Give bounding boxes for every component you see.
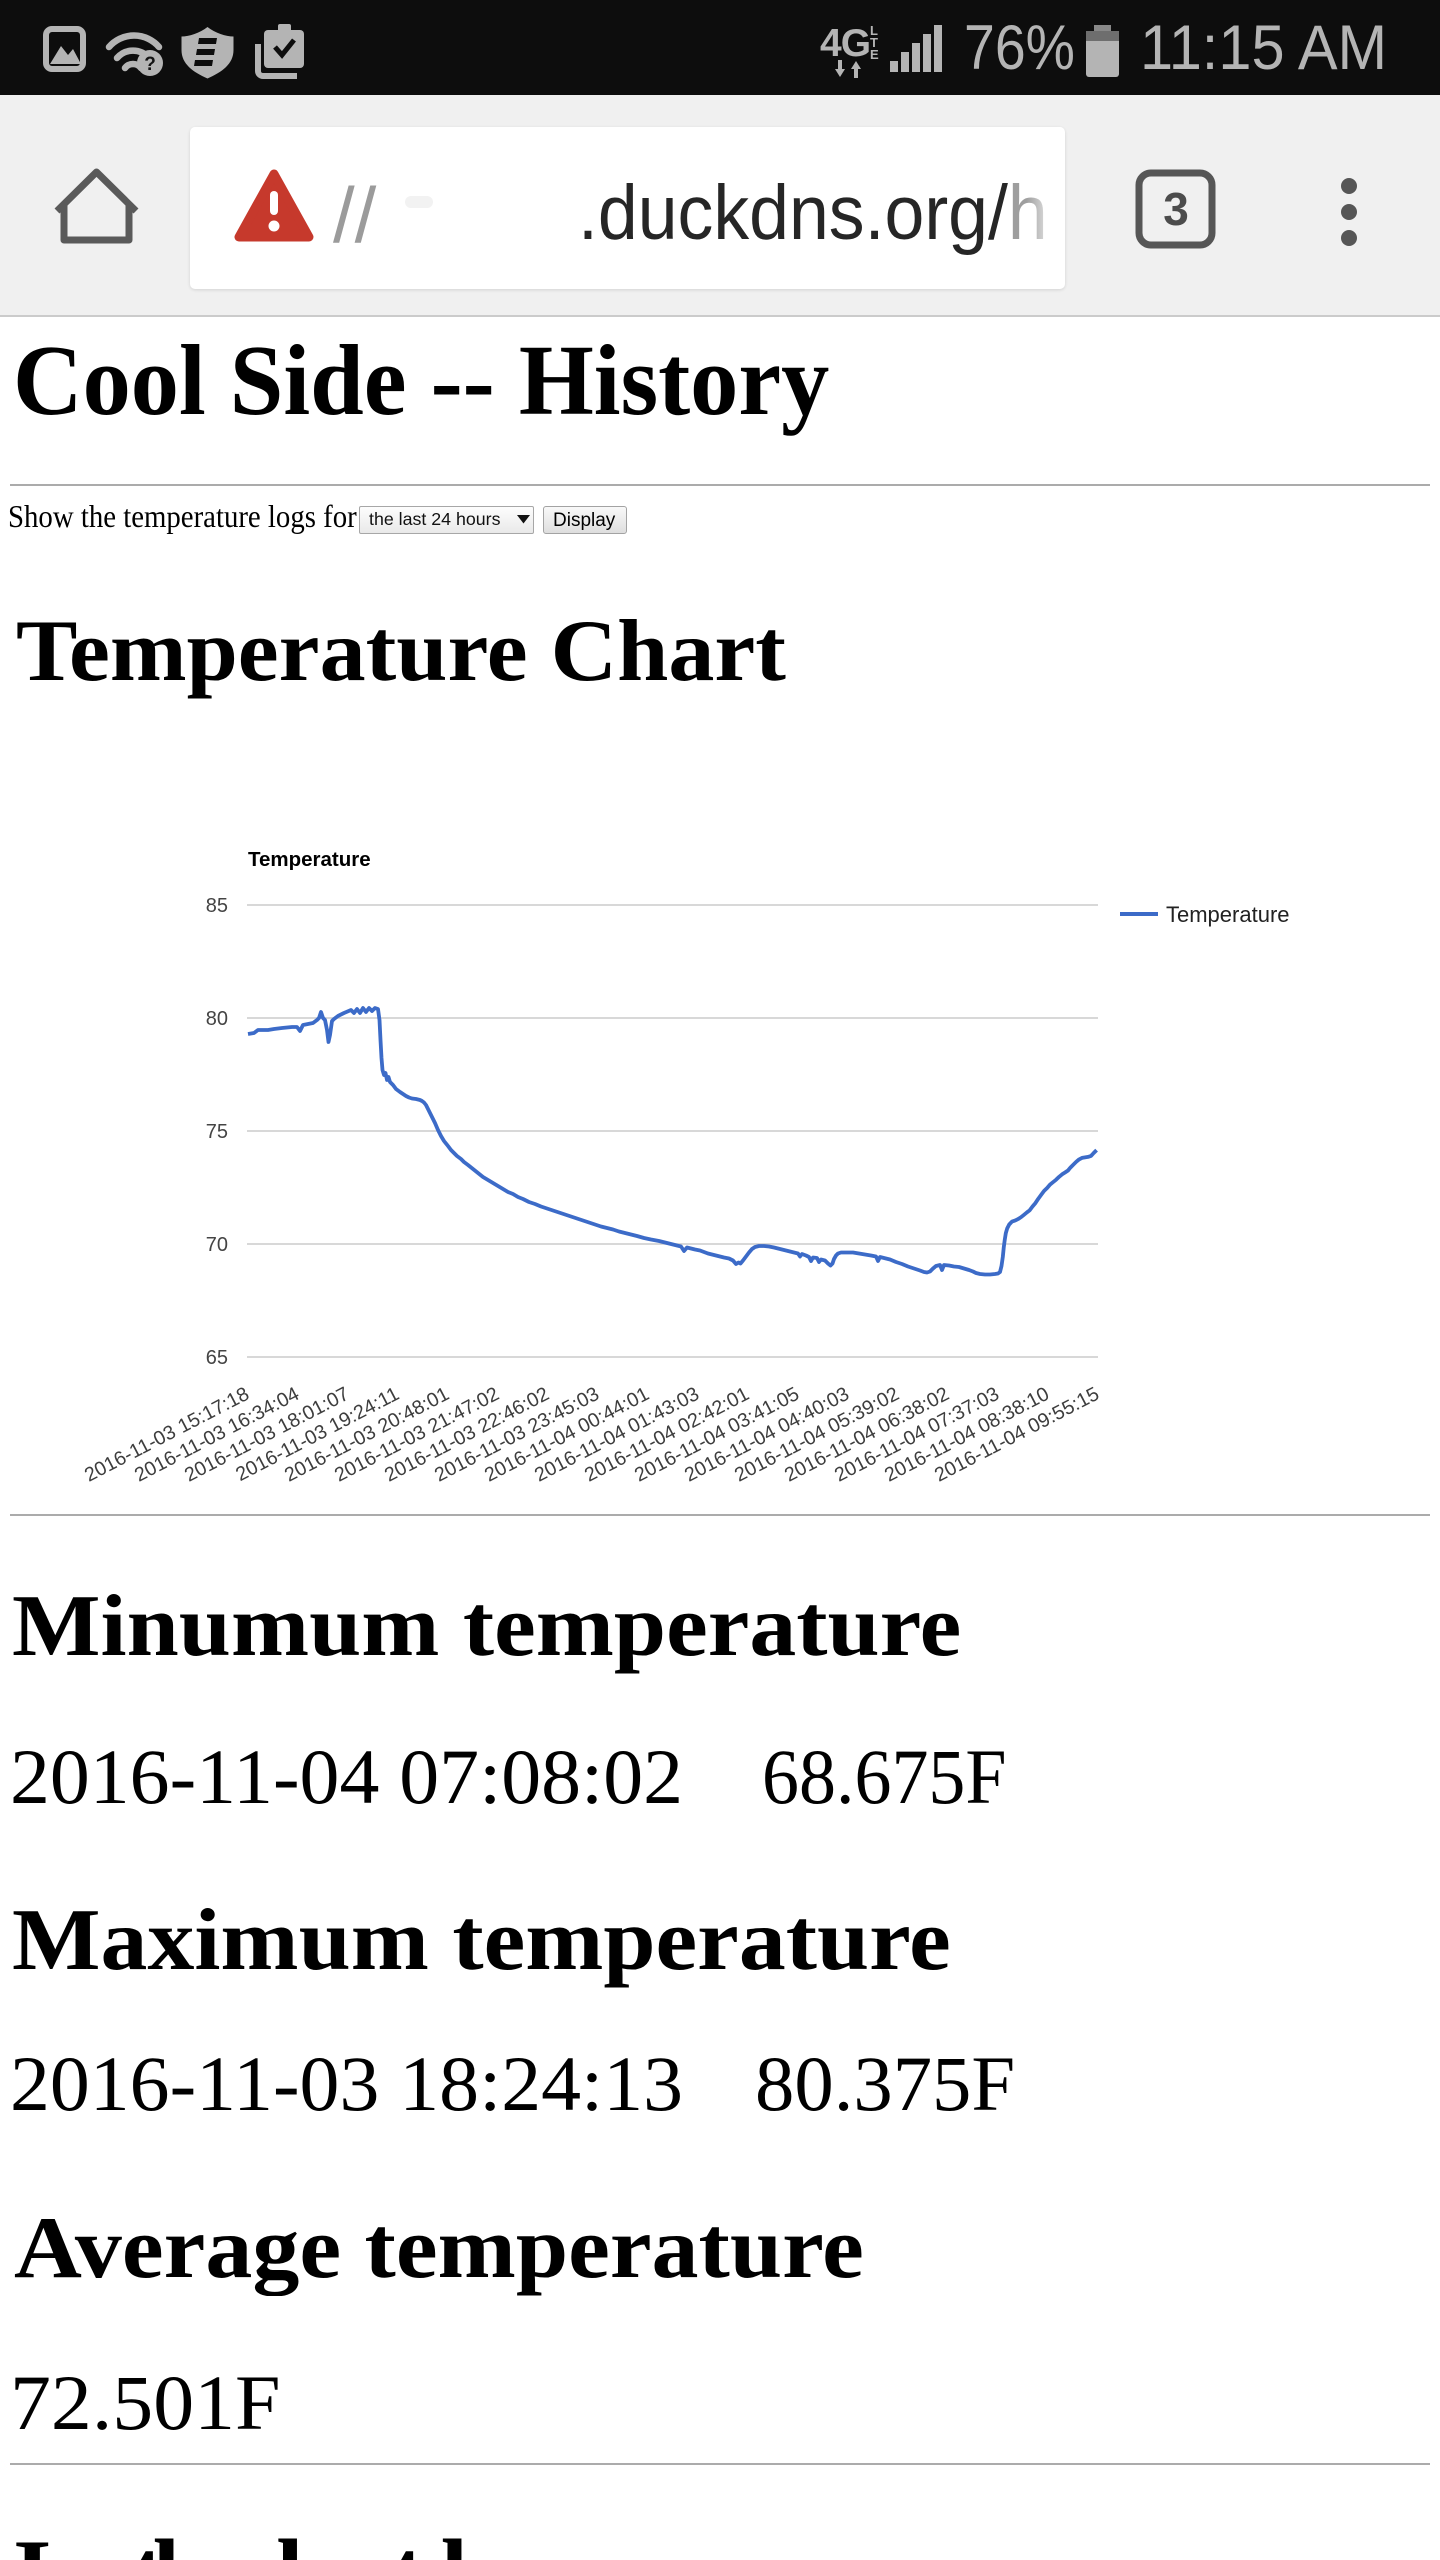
svg-text:?: ?	[144, 54, 156, 75]
svg-text:75: 75	[206, 1121, 228, 1143]
svg-text:4G: 4G	[820, 22, 870, 65]
svg-text:65: 65	[206, 1347, 228, 1369]
svg-text:Temperature: Temperature	[1166, 902, 1290, 927]
svg-text:80: 80	[206, 1008, 228, 1030]
svg-text:T: T	[870, 35, 878, 50]
svg-text:3: 3	[1163, 183, 1189, 235]
svg-text:E: E	[870, 47, 879, 62]
svg-text:Temperature: Temperature	[248, 848, 371, 871]
svg-text:70: 70	[206, 1234, 228, 1256]
svg-text:L: L	[870, 23, 878, 38]
svg-text:85: 85	[206, 895, 228, 917]
